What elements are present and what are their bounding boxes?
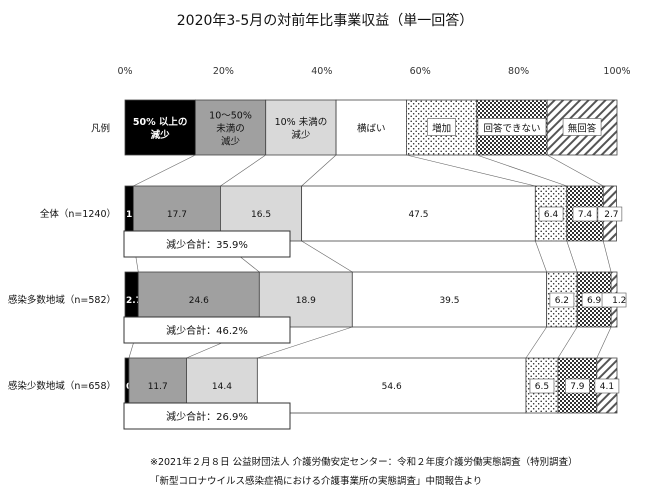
- legend-label: 未満の: [216, 123, 245, 135]
- connector-line: [257, 326, 353, 359]
- row-label: 感染少数地域（n=658）: [8, 380, 116, 392]
- connector-line: [301, 154, 337, 187]
- bar-segment: [301, 185, 536, 242]
- row-label: 感染多数地域（n=582）: [8, 294, 116, 306]
- value-label: 6.4: [544, 210, 559, 220]
- value-label: 6.5: [535, 382, 549, 392]
- x-tick-label: 40%: [311, 66, 332, 77]
- bar-segment: [256, 357, 527, 414]
- legend-label-box: [477, 118, 547, 136]
- bar-segment: [351, 271, 548, 328]
- x-tick-label: 20%: [213, 66, 234, 77]
- connector-line: [535, 240, 547, 273]
- footnote-line-2: 「新型コロナウイルス感染症禍における介護事業所の実態調査」中間報告より: [150, 475, 482, 487]
- legend-label: 横ばい: [357, 123, 386, 135]
- value-label: 6.9: [587, 296, 602, 306]
- connector-line: [301, 240, 353, 273]
- data-rows: 全体（n=1240）1.717.716.547.56.47.42.7減少合計：3…: [8, 185, 627, 430]
- value-label-box: [529, 378, 555, 394]
- value-label: 7.9: [570, 382, 585, 392]
- value-label: 16.5: [251, 210, 271, 220]
- row-label: 全体（n=1240）: [40, 208, 116, 220]
- value-label-box: [572, 206, 598, 222]
- summary-box: [123, 316, 291, 344]
- connector-line: [596, 326, 612, 359]
- value-label: 47.5: [408, 210, 428, 220]
- legend-label: 減少: [151, 129, 171, 141]
- connector-line: [406, 154, 536, 187]
- legend-label-box: [427, 118, 456, 136]
- summary-label: 減少合計：35.9%: [166, 238, 248, 251]
- x-tick-label: 100%: [603, 66, 630, 77]
- chart-title: 2020年3-5月の対前年比事業収益（単一回答）: [177, 12, 474, 29]
- legend-swatch: [124, 99, 196, 156]
- legend-label: 減少: [291, 129, 311, 141]
- value-label: 2.7: [126, 296, 142, 306]
- value-label: 2.7: [604, 210, 618, 220]
- x-tick-label: 80%: [508, 66, 529, 77]
- value-label-box: [549, 292, 575, 308]
- value-label: 18.9: [296, 296, 316, 306]
- legend-label: 減少: [221, 136, 241, 148]
- value-label-box: [538, 206, 564, 222]
- connector-line: [546, 154, 604, 187]
- connector-line: [525, 326, 547, 359]
- legend-label: 10% 未満の: [275, 116, 328, 128]
- value-label: 6.2: [555, 296, 569, 306]
- value-label-box: [594, 378, 620, 394]
- value-label: 11.7: [148, 382, 168, 392]
- connector-line: [133, 154, 196, 187]
- x-tick-label: 0%: [117, 66, 132, 77]
- legend-label: 無回答: [568, 123, 597, 135]
- summary-box: [123, 402, 291, 430]
- legend-swatch: [265, 99, 337, 156]
- summary-label: 減少合計：46.2%: [166, 324, 248, 337]
- value-label: 7.4: [578, 210, 593, 220]
- legend-label: 50% 以上の: [133, 116, 188, 128]
- value-label: 14.4: [212, 382, 232, 392]
- value-label-box: [597, 206, 623, 222]
- value-label-box: [601, 292, 627, 308]
- x-axis-ticks: 0% 20% 40% 60% 80% 100%: [117, 66, 630, 77]
- summary-label: 減少合計：26.9%: [166, 410, 248, 423]
- footnote-line-1: ※2021年２月８日 公益財団法人 介護労働安定センター：令和２年度介護労働実態…: [150, 456, 578, 468]
- value-label: 1.2: [612, 296, 626, 306]
- legend-label: 10〜50%: [209, 111, 252, 122]
- value-label: 17.7: [167, 210, 187, 220]
- connector-line: [557, 326, 578, 359]
- legend-swatch: [335, 99, 407, 156]
- legend-label: 回答できない: [483, 123, 540, 135]
- value-label-box: [565, 378, 590, 394]
- legend-swatch: [194, 99, 267, 156]
- legend-label-box: [562, 118, 602, 136]
- legend-label: 増加: [432, 123, 451, 135]
- connector-line: [476, 154, 567, 187]
- value-label: 39.5: [439, 296, 459, 306]
- summary-box: [123, 230, 291, 258]
- connector-line: [566, 240, 578, 273]
- value-label: 54.6: [382, 382, 402, 392]
- legend-row-label: 凡例: [91, 123, 110, 135]
- connector-line: [220, 154, 266, 187]
- x-tick-label: 60%: [410, 66, 431, 77]
- value-label: 24.6: [189, 296, 209, 306]
- value-label: 4.1: [600, 382, 614, 392]
- connector-line: [602, 240, 612, 273]
